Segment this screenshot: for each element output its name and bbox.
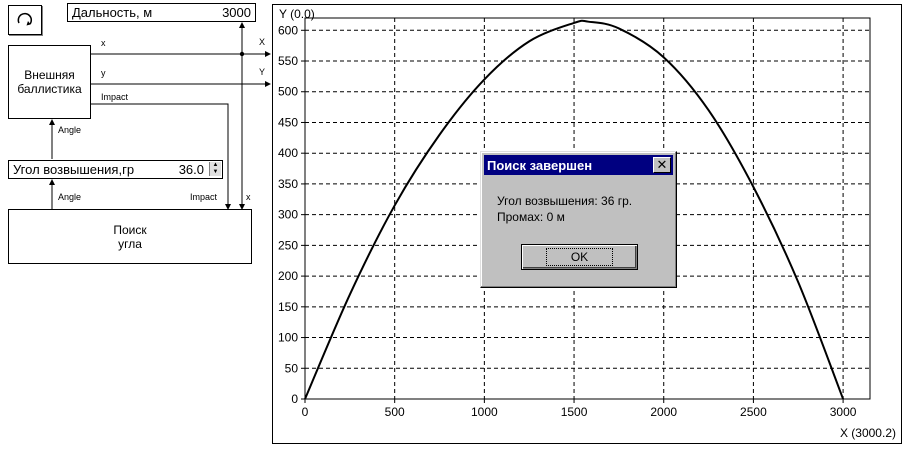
y-tick-label: 400 [278,146,298,160]
dialog-miss-text: Промах: 0 м [497,210,565,224]
x-tick-label: 0 [302,405,309,419]
spin-up-icon[interactable]: ▲ [210,162,221,169]
y-tick-label: 450 [278,115,298,129]
x-tick-label: 1500 [561,405,588,419]
y-tick-label: 200 [278,269,298,283]
x-tick-label: 2000 [650,405,677,419]
x-tick-label: 1000 [471,405,498,419]
angle-control[interactable]: Угол возвышения,гр 36.0 ▲ ▼ [8,160,223,179]
dialog-title-bar: Поиск завершен ✕ [484,155,673,175]
port-ballistics-y: y [101,68,106,78]
search-line1: Поиск [113,222,147,237]
close-icon[interactable]: ✕ [653,157,671,173]
search-complete-dialog: Поиск завершен ✕ Угол возвышения: 36 гр.… [480,151,677,288]
port-ballistics-x: x [101,38,106,48]
block-wiring [49,22,271,210]
x-tick-label: 3000 [830,405,857,419]
ballistics-block[interactable]: Внешняя баллистика [8,45,91,119]
port-ballistics-angle: Angle [58,125,82,135]
port-search-angle: Angle [58,192,82,202]
y-tick-label: 50 [285,361,299,375]
y-tick-label: 550 [278,54,298,68]
dialog-title: Поиск завершен [487,157,593,173]
port-plot-x: X [259,37,266,47]
x-tick-label: 2500 [740,405,767,419]
run-button[interactable] [8,5,42,35]
y-tick-label: 300 [278,208,298,222]
plot-frame [304,17,871,400]
ok-label: OK [545,248,614,266]
port-ballistics-impact: Impact [101,92,129,102]
x-tick-label: 500 [385,405,405,419]
port-search-impact: Impact [190,192,218,202]
search-block[interactable]: Поиск угла [8,209,252,264]
trajectory-line [304,19,845,400]
y-tick-label: 600 [278,23,298,37]
angle-label: Угол возвышения,гр [13,162,135,177]
y-tick-label: 0 [291,392,298,406]
ok-button[interactable]: OK [521,244,638,270]
angle-spinner[interactable]: ▲ ▼ [209,162,221,176]
y-tick-label: 150 [278,300,298,314]
port-plot-y: Y [259,67,266,77]
search-line2: угла [118,236,142,251]
y-tick-label: 250 [278,238,298,252]
port-search-x: x [246,192,251,202]
range-indicator: Дальность, м 3000 [67,3,256,22]
plot-x-title: X (3000.2) [839,426,896,440]
angle-value: 36.0 [178,162,204,177]
y-tick-label: 100 [278,331,298,345]
y-tick-label: 350 [278,177,298,191]
refresh-icon [17,12,33,26]
y-tick-label: 500 [278,85,298,99]
dialog-angle-text: Угол возвышения: 36 гр. [497,194,633,208]
spin-down-icon[interactable]: ▼ [210,169,221,176]
ballistics-line2: баллистика [17,82,82,96]
range-value: 3000 [222,5,251,20]
ballistics-line1: Внешняя [24,68,75,82]
range-label: Дальность, м [72,5,153,20]
